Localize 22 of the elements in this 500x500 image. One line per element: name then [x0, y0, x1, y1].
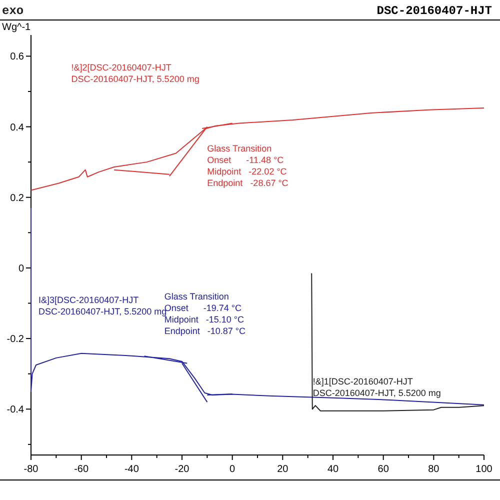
annotation: !&]2[DSC-20160407-HJT DSC-20160407-HJT, 5.5200 mg: [71, 62, 200, 84]
x-tick-label: 20: [277, 464, 289, 475]
annotation: !&]1[DSC-20160407-HJT DSC-20160407-HJT, 5.5200 mg: [312, 376, 441, 398]
x-tick-label: -20: [174, 464, 190, 475]
y-axis-title: Wg^-1: [2, 22, 32, 33]
x-tick-label: 40: [327, 464, 339, 475]
x-tick-label: 0: [230, 464, 236, 475]
x-tick-label: 60: [378, 464, 390, 475]
y-tick-label: 0.4: [10, 122, 24, 134]
x-tick-label: 100: [476, 464, 493, 475]
x-tick-label: 80: [428, 464, 440, 475]
annotation: Glass Transition Onset -11.48 °C Midpoint -22.02 °C Endpoint -28.67 °C: [207, 143, 289, 188]
chart-title: DSC-20160407-HJT: [376, 4, 492, 18]
x-tick-label: -40: [124, 464, 140, 475]
y-tick-label: 0: [18, 263, 24, 274]
x-tick-label: -60: [74, 464, 89, 475]
x-tick-label: -80: [24, 464, 39, 475]
y-tick-label: -0.2: [6, 334, 24, 346]
y-tick-label: 0.6: [10, 52, 24, 63]
text: exo: [2, 4, 24, 18]
y-tick-label: 0.2: [10, 192, 24, 204]
y-tick-label: -0.4: [6, 404, 24, 416]
